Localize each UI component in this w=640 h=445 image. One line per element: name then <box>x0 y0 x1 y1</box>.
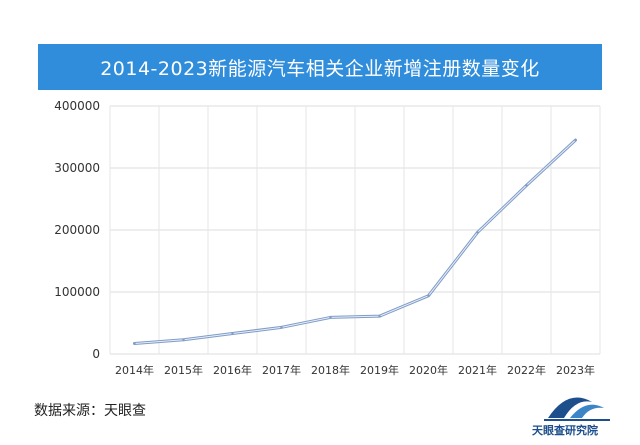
y-tick-label: 0 <box>92 347 100 361</box>
x-tick-label: 2018年 <box>311 363 350 377</box>
data-point <box>231 332 234 335</box>
x-tick-label: 2019年 <box>360 363 399 377</box>
logo-icon <box>544 397 610 421</box>
x-tick-label: 2014年 <box>115 363 154 377</box>
data-point <box>476 231 479 234</box>
x-tick-label: 2021年 <box>458 363 497 377</box>
data-point <box>133 342 136 345</box>
y-tick-label: 300000 <box>54 161 100 175</box>
axes: 0 100000 200000 300000 400000 2014年 2015年 2016年… <box>54 99 595 377</box>
x-tick-label: 2022年 <box>507 363 546 377</box>
data-point <box>525 184 528 187</box>
x-tick-label: 2020年 <box>409 363 448 377</box>
x-tick-label: 2016年 <box>213 363 252 377</box>
data-point <box>329 316 332 319</box>
logo-text: 天眼查研究院 <box>532 424 598 437</box>
data-point <box>280 326 283 329</box>
x-tick-label: 2023年 <box>556 363 595 377</box>
series-line-highlight <box>134 139 576 344</box>
data-point <box>427 294 430 297</box>
tianyancha-logo: 天眼查研究院 <box>530 384 636 442</box>
x-tick-label: 2015年 <box>164 363 203 377</box>
data-point <box>378 314 381 318</box>
series-layer <box>133 138 577 345</box>
y-tick-label: 400000 <box>54 99 100 113</box>
y-tick-label: 200000 <box>54 223 100 237</box>
data-source: 数据来源：天眼查 <box>34 403 146 419</box>
x-tick-label: 2017年 <box>262 363 301 377</box>
y-tick-label: 100000 <box>54 285 100 299</box>
data-point <box>574 138 577 142</box>
grid <box>109 105 601 355</box>
chart-title: 2014-2023新能源汽车相关企业新增注册数量变化 <box>38 44 602 90</box>
data-point <box>182 338 185 341</box>
